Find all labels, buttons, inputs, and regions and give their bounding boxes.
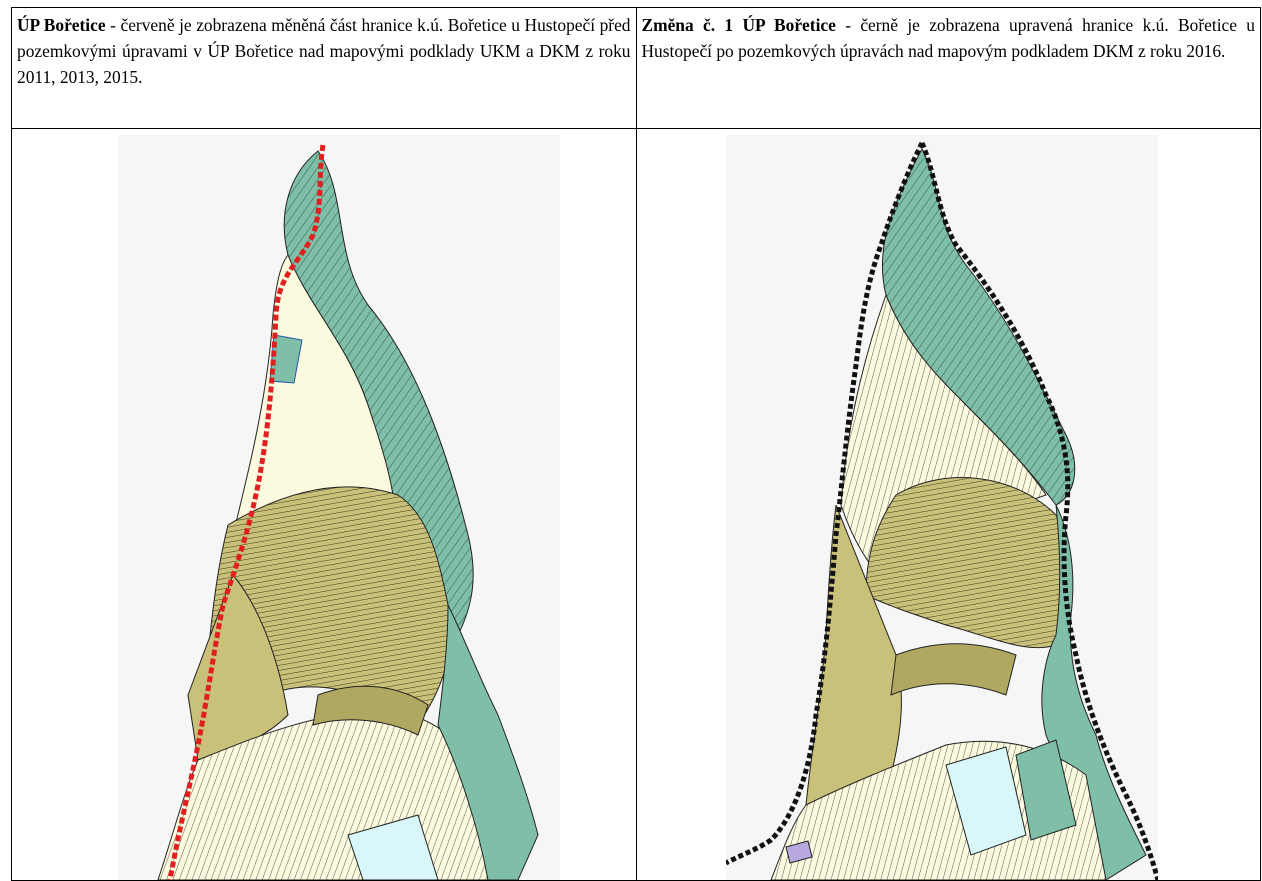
right-caption-title: Změna č. 1 ÚP Bořetice [641,15,836,35]
left-caption-cell: ÚP Bořetice - červeně je zobrazena měněn… [11,7,637,129]
left-caption: ÚP Bořetice - červeně je zobrazena měněn… [12,8,636,90]
parcel-olive-band [312,685,429,736]
right-caption-text: - černě je zobrazena upravená hranice k.… [641,15,1256,61]
parcel-teal-east [437,604,539,880]
parcel-lightblue [944,746,1027,856]
right-map-cell [635,128,1261,881]
right-map-svg [725,141,1158,880]
left-map-svg [157,144,539,880]
parcel-lightblue [347,814,439,880]
left-boundary-line [167,144,326,880]
left-caption-title: ÚP Bořetice [17,15,106,35]
left-caption-text: - červeně je zobrazena měněná část hrani… [17,15,631,87]
left-map [118,135,560,880]
parcel-olive-band [889,643,1017,696]
parcel-teal-south [1014,739,1077,841]
right-map [725,135,1158,880]
parcel-olive-terraces [864,477,1070,649]
right-caption: Změna č. 1 ÚP Bořetice - černě je zobraz… [637,8,1261,64]
comparison-table: ÚP Bořetice - červeně je zobrazena měněn… [11,7,1261,881]
parcel-teal-small [269,334,303,384]
right-caption-cell: Změna č. 1 ÚP Bořetice - černě je zobraz… [635,7,1261,129]
parcel-purple-small [784,840,813,864]
left-map-cell [11,128,637,881]
right-boundary-line [919,141,1158,880]
